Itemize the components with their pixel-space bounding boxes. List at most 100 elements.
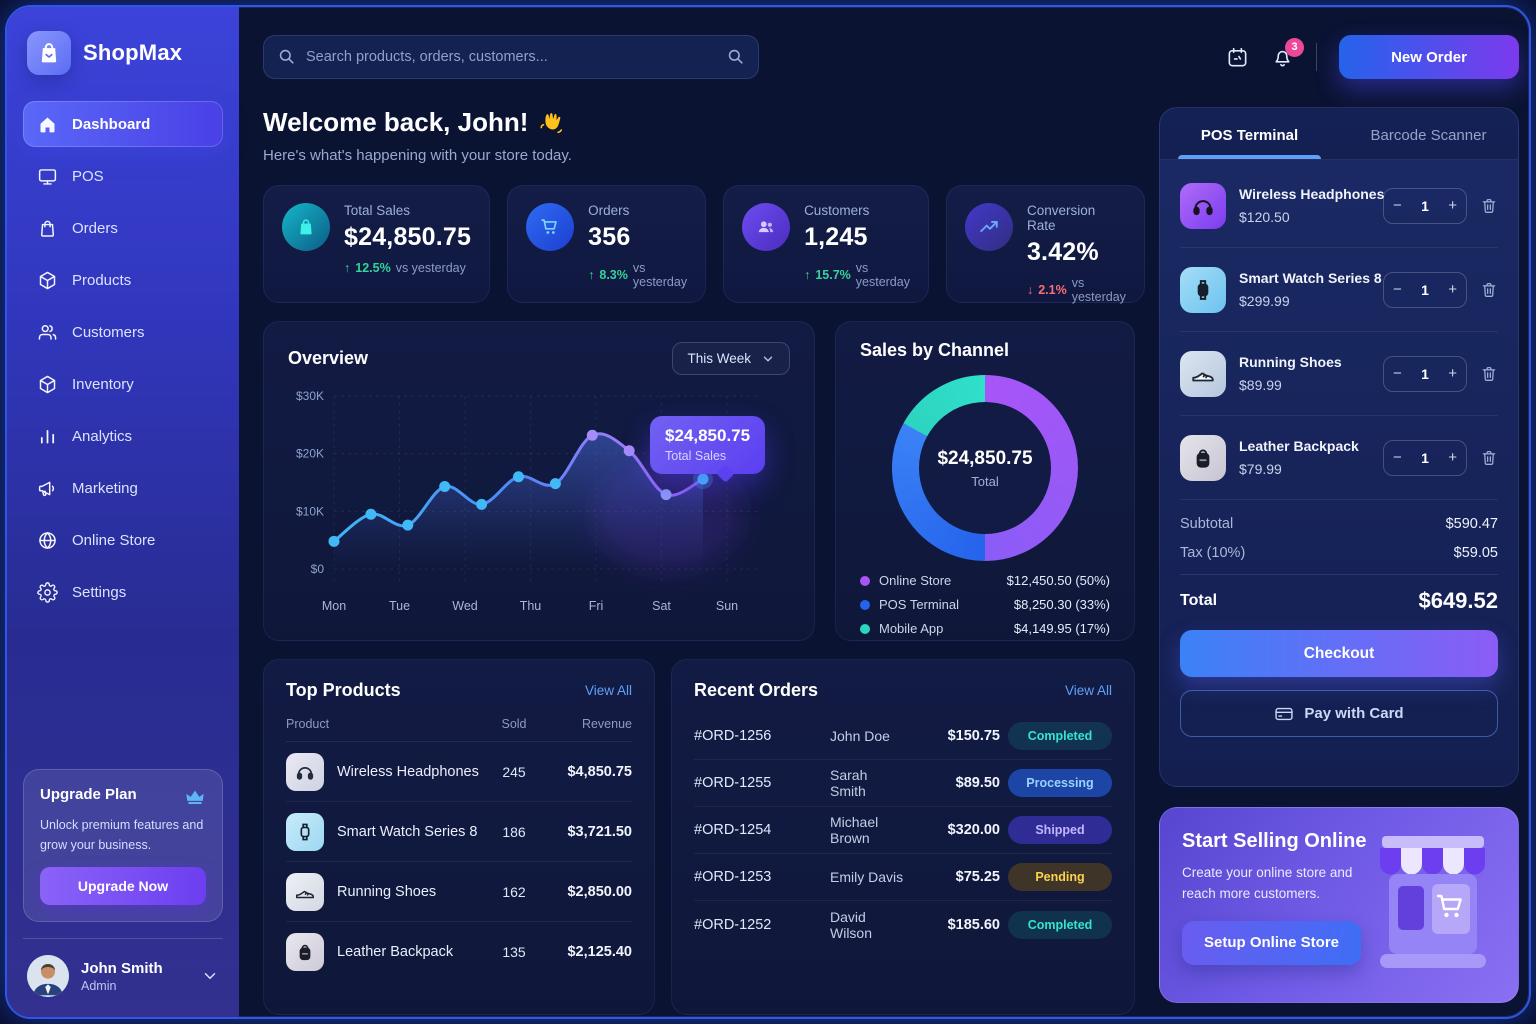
plus-icon[interactable]: +	[1448, 197, 1457, 214]
users-icon	[742, 203, 791, 251]
plus-icon[interactable]: +	[1448, 365, 1457, 382]
cart-item: Leather Backpack $79.99 − 1 +	[1180, 416, 1498, 500]
table-row[interactable]: Smart Watch Series 8 186 $3,721.50	[286, 802, 632, 862]
table-header: Product Sold Revenue	[286, 701, 632, 742]
order-row[interactable]: #ORD-1253 Emily Davis $75.25 Pending	[694, 854, 1112, 901]
topbar-divider	[1316, 43, 1317, 71]
sidebar: ShopMax Dashboard POS Orders	[7, 7, 239, 1017]
order-row[interactable]: #ORD-1252 David Wilson $185.60 Completed	[694, 901, 1112, 948]
channel-title: Sales by Channel	[860, 340, 1010, 360]
crown-icon	[184, 786, 206, 808]
box-icon	[37, 374, 58, 395]
cart-item: Running Shoes $89.99 − 1 +	[1180, 332, 1498, 416]
cart-icon	[526, 203, 575, 251]
setup-online-store-button[interactable]: Setup Online Store	[1182, 920, 1362, 965]
arrow-up-icon: ↑	[804, 268, 811, 282]
chevron-down-icon	[761, 352, 775, 366]
sales-line-chart: $0 $10K $20K $30K Mon Tue Wed Thu Fri Sat Sun	[296, 389, 760, 613]
svg-text:$10K: $10K	[296, 504, 324, 518]
tax-value: $59.05	[1453, 545, 1498, 561]
minus-icon[interactable]: −	[1393, 365, 1402, 382]
upgrade-now-button[interactable]: Upgrade Now	[40, 867, 206, 905]
search-icon[interactable]	[726, 47, 745, 66]
sidebar-item-inventory[interactable]: Inventory	[23, 361, 223, 407]
sidebar-item-analytics[interactable]: Analytics	[23, 413, 223, 459]
trash-icon[interactable]	[1480, 449, 1498, 467]
status-badge: Completed	[1008, 910, 1112, 939]
page-title: Welcome back, John!	[263, 107, 1135, 138]
svg-text:Wed: Wed	[452, 599, 478, 613]
order-row[interactable]: #ORD-1254 Michael Brown $320.00 Shipped	[694, 807, 1112, 854]
view-all-products-link[interactable]: View All	[584, 683, 632, 698]
overview-chart-card: Overview This Week	[263, 321, 815, 641]
new-order-button[interactable]: New Order	[1339, 35, 1519, 79]
users-icon	[37, 322, 58, 343]
sidebar-item-customers[interactable]: Customers	[23, 309, 223, 355]
search-input[interactable]	[263, 35, 759, 79]
sidebar-item-marketing[interactable]: Marketing	[23, 465, 223, 511]
user-menu[interactable]: John Smith Admin	[7, 939, 239, 1017]
stat-card-customers: Customers 1,245 ↑ 15.7% vs yesterday	[723, 185, 929, 303]
sidebar-item-dashboard[interactable]: Dashboard	[23, 101, 223, 147]
user-role: Admin	[81, 978, 117, 993]
app-title: ShopMax	[83, 40, 183, 65]
trash-icon[interactable]	[1480, 281, 1498, 299]
plus-icon[interactable]: +	[1448, 281, 1457, 298]
pay-with-card-button[interactable]: Pay with Card	[1180, 690, 1498, 737]
calendar-icon[interactable]	[1226, 46, 1249, 69]
order-row[interactable]: #ORD-1255 Sarah Smith $89.50 Processing	[694, 760, 1112, 807]
shopping-bag-icon	[282, 203, 330, 251]
notifications-bell-icon[interactable]: 3	[1271, 37, 1304, 69]
globe-icon	[37, 530, 58, 551]
trash-icon[interactable]	[1480, 365, 1498, 383]
legend-item-pos-terminal: POS Terminal $8,250.30 (33%)	[860, 597, 1110, 612]
quantity-stepper: − 1 +	[1383, 355, 1467, 392]
megaphone-icon	[37, 478, 58, 499]
chevron-down-icon[interactable]	[201, 967, 219, 985]
table-row[interactable]: Leather Backpack 135 $2,125.40	[286, 922, 632, 982]
page-subtitle: Here's what's happening with your store …	[263, 147, 572, 164]
sidebar-item-online-store[interactable]: Online Store	[23, 517, 223, 563]
minus-icon[interactable]: −	[1393, 197, 1402, 214]
sidebar-item-pos[interactable]: POS	[23, 153, 223, 199]
trash-icon[interactable]	[1480, 197, 1498, 215]
date-range-select[interactable]: This Week	[672, 342, 790, 375]
avatar	[27, 955, 69, 997]
shopping-bag-icon	[37, 218, 58, 239]
backpack-thumbnail	[1180, 434, 1226, 481]
sidebar-item-products[interactable]: Products	[23, 257, 223, 303]
svg-text:Mon: Mon	[322, 599, 346, 613]
smartwatch-thumbnail	[1180, 266, 1226, 313]
svg-text:$0: $0	[311, 562, 325, 576]
monitor-icon	[37, 166, 58, 187]
pos-terminal-panel: POS Terminal Barcode Scanner Wireless He…	[1159, 107, 1519, 787]
plus-icon[interactable]: +	[1448, 449, 1457, 466]
notification-count-badge: 3	[1285, 37, 1304, 57]
tab-barcode-scanner[interactable]: Barcode Scanner	[1370, 127, 1487, 144]
cart-totals: Subtotal $590.47 Tax (10%) $59.05 Total $64…	[1160, 500, 1518, 614]
svg-text:$30K: $30K	[296, 389, 324, 403]
stat-card-orders: Orders 356 ↑ 8.3% vs yesterday	[507, 185, 707, 303]
sidebar-item-orders[interactable]: Orders	[23, 205, 223, 251]
table-row[interactable]: Running Shoes 162 $2,850.00	[286, 862, 632, 922]
view-all-orders-link[interactable]: View All	[1064, 683, 1112, 698]
top-products-card: Top Products View All Product Sold Reven…	[263, 659, 655, 1015]
svg-text:Tue: Tue	[389, 599, 410, 613]
waving-hand-icon	[538, 110, 564, 136]
subtotal-label: Subtotal	[1180, 516, 1234, 532]
tab-pos-terminal[interactable]: POS Terminal	[1160, 108, 1339, 159]
table-row[interactable]: Wireless Headphones 245 $4,850.75	[286, 742, 632, 802]
credit-card-icon	[1274, 704, 1294, 724]
sidebar-item-settings[interactable]: Settings	[23, 569, 223, 615]
stat-card-total-sales: Total Sales $24,850.75 ↑ 12.5% vs yesterda…	[263, 185, 491, 303]
minus-icon[interactable]: −	[1393, 449, 1402, 466]
app-window: ShopMax Dashboard POS Orders	[5, 5, 1531, 1019]
legend-item-mobile-app: Mobile App $4,149.95 (17%)	[860, 621, 1110, 636]
quantity-stepper: − 1 +	[1383, 439, 1467, 476]
checkout-button[interactable]: Checkout	[1180, 630, 1498, 677]
trend-up-icon	[964, 203, 1013, 251]
cart-list: Wireless Headphones $120.50 − 1 +	[1160, 160, 1518, 500]
order-row[interactable]: #ORD-1256 John Doe $150.75 Completed	[694, 713, 1112, 760]
minus-icon[interactable]: −	[1393, 281, 1402, 298]
right-panel: POS Terminal Barcode Scanner Wireless He…	[1159, 107, 1519, 1007]
